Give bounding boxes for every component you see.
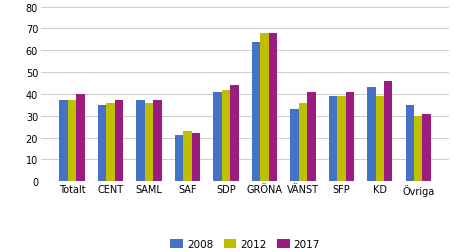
Bar bbox=[329, 97, 337, 181]
Bar bbox=[384, 81, 392, 181]
Bar bbox=[145, 103, 153, 181]
Bar bbox=[252, 42, 260, 181]
Bar bbox=[405, 105, 414, 181]
Bar bbox=[299, 103, 307, 181]
Bar bbox=[422, 114, 431, 181]
Bar bbox=[59, 101, 68, 181]
Bar bbox=[290, 110, 299, 181]
Bar bbox=[115, 101, 123, 181]
Bar bbox=[106, 103, 115, 181]
Bar bbox=[269, 34, 277, 181]
Bar bbox=[192, 134, 200, 181]
Bar bbox=[68, 101, 76, 181]
Bar bbox=[260, 34, 269, 181]
Bar bbox=[222, 90, 230, 181]
Bar bbox=[375, 97, 384, 181]
Bar bbox=[414, 116, 422, 181]
Bar bbox=[337, 97, 345, 181]
Bar bbox=[345, 92, 354, 181]
Bar bbox=[98, 105, 106, 181]
Bar bbox=[153, 101, 162, 181]
Bar bbox=[136, 101, 145, 181]
Bar bbox=[175, 136, 183, 181]
Bar bbox=[76, 94, 85, 181]
Bar bbox=[183, 132, 192, 181]
Bar bbox=[230, 86, 239, 181]
Bar bbox=[367, 88, 375, 181]
Bar bbox=[307, 92, 316, 181]
Legend: 2008, 2012, 2017: 2008, 2012, 2017 bbox=[166, 235, 324, 252]
Bar bbox=[213, 92, 222, 181]
